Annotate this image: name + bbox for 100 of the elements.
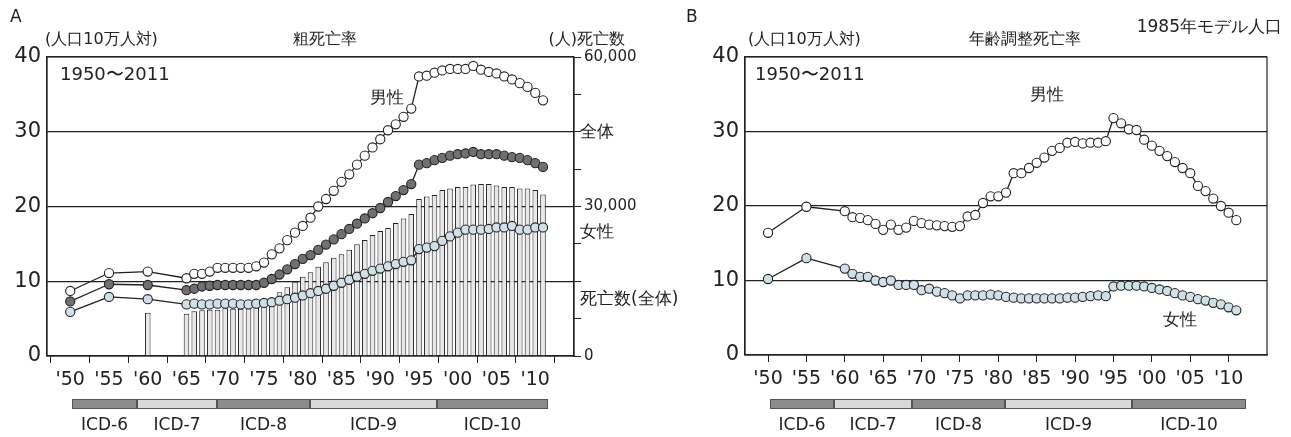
point: [375, 134, 386, 145]
point: [320, 193, 332, 205]
y-tick-label: 20: [712, 192, 739, 217]
point: [406, 178, 417, 190]
point: [1031, 157, 1042, 168]
text: ICD-7: [849, 414, 897, 434]
point: [522, 224, 533, 235]
point: [468, 146, 479, 158]
text: ICD-10: [463, 414, 522, 434]
point: [305, 212, 316, 223]
point: [1177, 162, 1188, 174]
point: [1200, 185, 1211, 197]
point: [359, 213, 370, 224]
chart-title: 年齢調整死亡率: [969, 29, 1081, 49]
point: [367, 265, 378, 276]
x-tick-label: '10: [1213, 366, 1244, 389]
chart-title: 粗死亡率: [293, 29, 357, 49]
y-tick-label: 20: [14, 192, 41, 217]
point: [1231, 215, 1242, 226]
point: [429, 67, 440, 78]
x-tick-label: '90: [1060, 366, 1090, 389]
point: [313, 244, 324, 256]
point: [437, 235, 448, 247]
x-tick-label: '75: [249, 367, 279, 390]
y-axis-title: (人口10万人対): [45, 29, 158, 49]
point: [336, 277, 347, 288]
point: [1223, 302, 1234, 313]
point: [142, 266, 153, 277]
point: [1131, 124, 1142, 136]
point: [1162, 150, 1173, 162]
text: ICD-8: [935, 414, 982, 434]
point: [406, 255, 417, 266]
point: [878, 224, 889, 235]
point: [421, 70, 432, 81]
point: [901, 222, 912, 233]
point: [258, 277, 270, 288]
y2-tick-label: 0: [584, 345, 594, 364]
point: [382, 196, 394, 208]
x-tick-label: '70: [210, 367, 240, 390]
point: [1215, 299, 1227, 310]
x-tick-label: '50: [55, 367, 85, 390]
point: [862, 215, 873, 226]
text: ICD-8: [240, 414, 287, 434]
point: [506, 74, 518, 85]
point: [351, 271, 363, 282]
x-tick-label: '00: [1137, 366, 1167, 389]
point: [452, 227, 463, 238]
point: [390, 119, 401, 130]
point: [1108, 112, 1119, 124]
series-label: 女性: [1163, 308, 1198, 329]
x-tick-label: '90: [365, 367, 395, 390]
text: ICD-6: [778, 414, 826, 434]
point: [189, 283, 200, 294]
point: [491, 68, 502, 79]
point: [351, 218, 363, 229]
point: [514, 78, 525, 89]
point: [444, 231, 456, 242]
point: [406, 103, 417, 114]
series-label: 男性: [370, 86, 404, 107]
point: [367, 142, 378, 153]
x-tick-label: '85: [1022, 366, 1052, 389]
point: [274, 269, 285, 280]
point: [196, 268, 208, 279]
point: [289, 258, 301, 270]
point: [1215, 200, 1227, 212]
point: [862, 271, 873, 282]
point: [537, 222, 549, 233]
x-tick-label: '10: [520, 367, 550, 390]
x-tick-label: '00: [443, 367, 473, 390]
text: ICD-10: [1160, 414, 1218, 434]
point: [1023, 162, 1035, 174]
point: [839, 206, 850, 217]
point: [847, 268, 858, 279]
y-tick-label: 0: [27, 342, 41, 367]
point: [398, 184, 409, 196]
y-tick-label: 10: [712, 266, 739, 291]
point: [320, 283, 332, 294]
point: [398, 111, 409, 122]
y-axis-title: (人口10万人対): [748, 29, 861, 49]
point: [103, 267, 115, 279]
point: [506, 220, 518, 232]
point: [274, 243, 285, 254]
x-tick-label: '50: [753, 366, 783, 389]
point: [103, 279, 115, 290]
point: [885, 275, 896, 286]
point: [204, 266, 215, 277]
point: [336, 176, 347, 187]
point: [266, 273, 277, 285]
point: [1192, 180, 1204, 192]
point: [1054, 142, 1065, 154]
point: [970, 209, 981, 221]
point: [1116, 118, 1127, 129]
point: [390, 190, 401, 202]
point: [870, 218, 881, 230]
y-tick-label: 40: [14, 43, 41, 68]
x-tick-label: '85: [326, 367, 357, 390]
text: ICD-6: [81, 414, 128, 434]
point: [954, 220, 966, 232]
chart-subtitle: 1985年モデル人口: [1136, 16, 1282, 37]
text: 全体: [580, 121, 614, 142]
